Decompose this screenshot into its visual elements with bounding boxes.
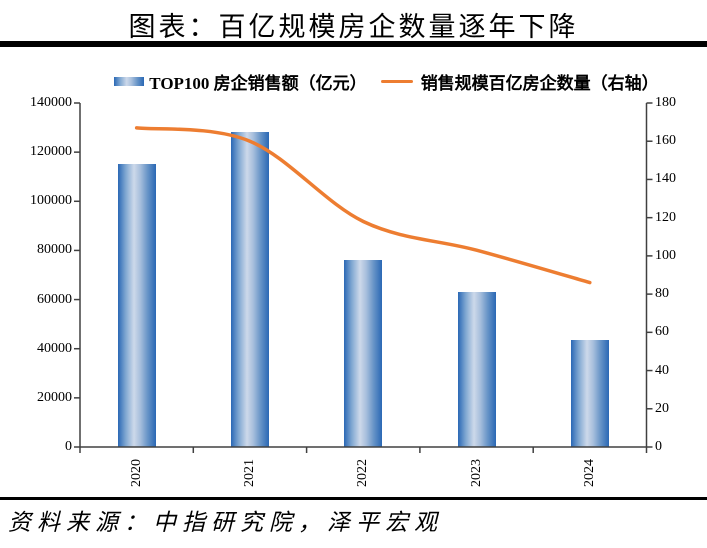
source-divider — [0, 497, 707, 500]
legend-item-bar-series: TOP100 房企销售额（亿元） — [114, 69, 367, 94]
x-axis-tick-label: 2020 — [128, 459, 144, 487]
bar-2023 — [457, 292, 496, 447]
left-axis-tick-label: 0 — [65, 439, 72, 454]
left-axis-tick-label: 80000 — [37, 242, 72, 258]
x-axis-tick-label: 2021 — [241, 459, 257, 487]
x-axis-tick-label: 2024 — [581, 459, 597, 487]
right-axis-tick-label: 40 — [655, 362, 669, 378]
bar-2024 — [570, 340, 609, 447]
right-axis-tick-label: 160 — [655, 133, 676, 149]
x-axis-tick-label: 2023 — [468, 459, 484, 487]
left-axis-tick-label: 40000 — [37, 340, 72, 356]
source-note: 资料来源：中指研究院，泽平宏观 — [8, 510, 443, 535]
legend-item-line-series: 销售规模百亿房企数量（右轴） — [380, 69, 659, 94]
title-divider — [0, 41, 707, 47]
left-axis-tick-label: 60000 — [37, 291, 72, 307]
right-axis-tick-label: 140 — [655, 171, 676, 187]
left-axis-tick-label: 20000 — [37, 389, 72, 405]
bar-2021 — [230, 132, 269, 447]
right-axis-tick-label: 180 — [655, 95, 676, 110]
bar-2022 — [344, 260, 383, 447]
left-axis-tick-label: 100000 — [30, 193, 72, 209]
plot-axes-and-line — [74, 102, 653, 453]
chart: TOP100 房企销售额（亿元） 销售规模百亿房企数量（右轴） 0 20000 40… — [0, 47, 707, 497]
x-axis-tick-label: 2022 — [355, 459, 371, 487]
chart-legend: TOP100 房企销售额（亿元） 销售规模百亿房企数量（右轴） — [0, 69, 707, 94]
right-axis-tick-label: 20 — [655, 400, 669, 416]
page-title: 图表：百亿规模房企数量逐年下降 — [128, 12, 579, 42]
line-series-path — [134, 126, 592, 285]
left-axis-tick-label: 140000 — [30, 95, 72, 110]
legend-label-bar-series: TOP100 房企销售额（亿元） — [149, 74, 367, 93]
left-axis-tick-label: 120000 — [30, 144, 72, 160]
right-axis-tick-label: 100 — [655, 247, 676, 263]
right-axis-tick-label: 120 — [655, 209, 676, 225]
line-series-swatch-icon — [380, 80, 413, 83]
right-axis-tick-label: 60 — [655, 324, 669, 340]
bar-2020 — [117, 164, 156, 447]
right-axis-tick-label: 80 — [655, 286, 669, 302]
legend-label-line-series: 销售规模百亿房企数量（右轴） — [420, 74, 659, 93]
bar-series-swatch-icon — [114, 77, 145, 86]
right-axis-tick-label: 0 — [655, 439, 662, 454]
